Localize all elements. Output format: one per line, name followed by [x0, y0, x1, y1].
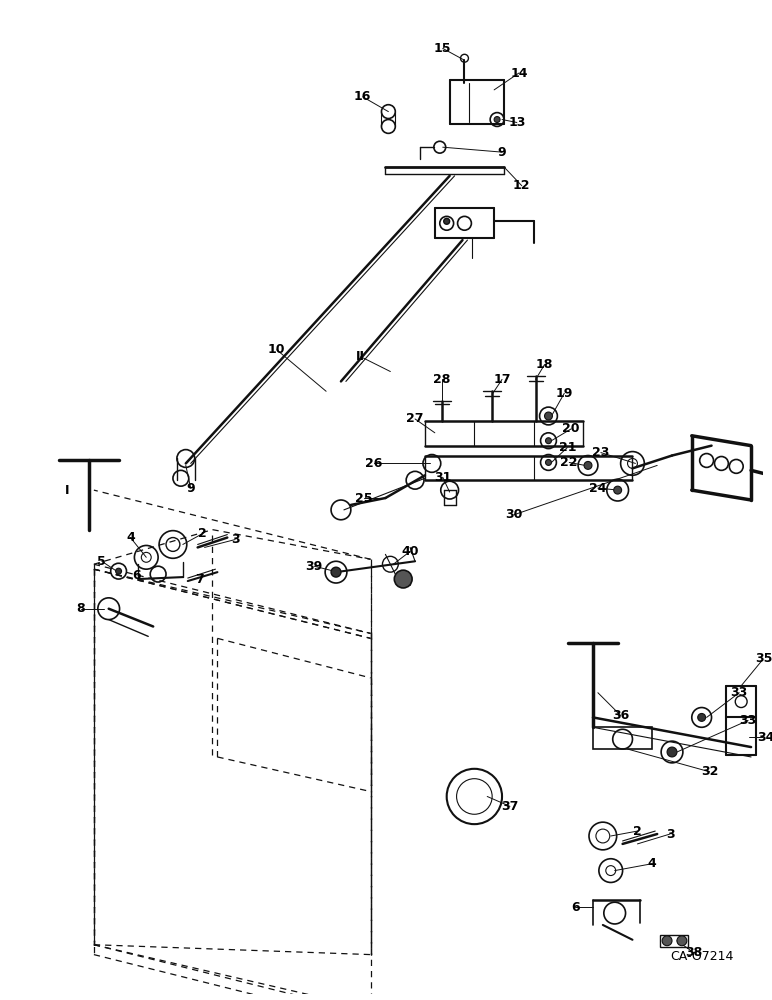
Text: 37: 37	[501, 800, 519, 813]
Circle shape	[662, 936, 672, 946]
Text: 4: 4	[126, 531, 135, 544]
Circle shape	[544, 412, 553, 420]
Text: 9: 9	[186, 482, 195, 495]
Bar	[593, 727, 652, 749]
Circle shape	[698, 713, 706, 721]
Text: 3: 3	[231, 533, 239, 546]
Circle shape	[331, 567, 341, 577]
Text: 25: 25	[355, 492, 372, 505]
Text: 15: 15	[434, 42, 452, 55]
Text: 35: 35	[755, 652, 772, 665]
Text: 6: 6	[132, 569, 141, 582]
Text: 21: 21	[558, 441, 576, 454]
Circle shape	[677, 936, 687, 946]
Text: 20: 20	[563, 422, 580, 435]
Circle shape	[584, 461, 592, 469]
Circle shape	[546, 459, 551, 465]
Text: 34: 34	[757, 731, 772, 744]
Text: 19: 19	[556, 387, 573, 400]
Text: 4: 4	[648, 857, 657, 870]
Text: 10: 10	[268, 343, 286, 356]
Text: 16: 16	[354, 90, 371, 103]
Text: 9: 9	[498, 146, 506, 159]
Circle shape	[444, 218, 449, 224]
Text: I: I	[65, 484, 69, 497]
Text: 7: 7	[195, 573, 204, 586]
Text: 3: 3	[665, 828, 675, 841]
Text: 28: 28	[433, 373, 450, 386]
Text: 18: 18	[536, 358, 554, 371]
Text: 14: 14	[510, 67, 527, 80]
Text: 30: 30	[505, 508, 523, 521]
Text: 2: 2	[198, 527, 207, 540]
Text: 40: 40	[401, 545, 419, 558]
Text: 17: 17	[493, 373, 511, 386]
Text: 26: 26	[365, 457, 382, 470]
Text: 39: 39	[306, 560, 323, 573]
Text: 41: 41	[394, 576, 412, 589]
Text: 22: 22	[560, 456, 578, 469]
Text: 33: 33	[730, 686, 748, 699]
Text: 2: 2	[633, 825, 642, 838]
Circle shape	[116, 568, 121, 574]
Text: CA-O7214: CA-O7214	[670, 950, 733, 963]
Text: 27: 27	[406, 412, 424, 425]
Circle shape	[667, 747, 677, 757]
Text: 12: 12	[513, 179, 530, 192]
Circle shape	[614, 486, 621, 494]
Circle shape	[494, 117, 500, 122]
Text: 38: 38	[685, 946, 703, 959]
Circle shape	[394, 570, 412, 588]
Text: 31: 31	[434, 471, 452, 484]
Text: 6: 6	[571, 901, 580, 914]
Text: II: II	[356, 350, 365, 363]
Text: 32: 32	[701, 765, 718, 778]
Bar	[660, 935, 688, 947]
Text: 36: 36	[612, 709, 629, 722]
Text: 5: 5	[97, 555, 107, 568]
Text: 13: 13	[508, 116, 526, 129]
Text: 24: 24	[589, 482, 607, 495]
Text: 23: 23	[592, 446, 610, 459]
Text: 8: 8	[76, 602, 86, 615]
Text: 33: 33	[740, 714, 757, 727]
Circle shape	[546, 438, 551, 444]
